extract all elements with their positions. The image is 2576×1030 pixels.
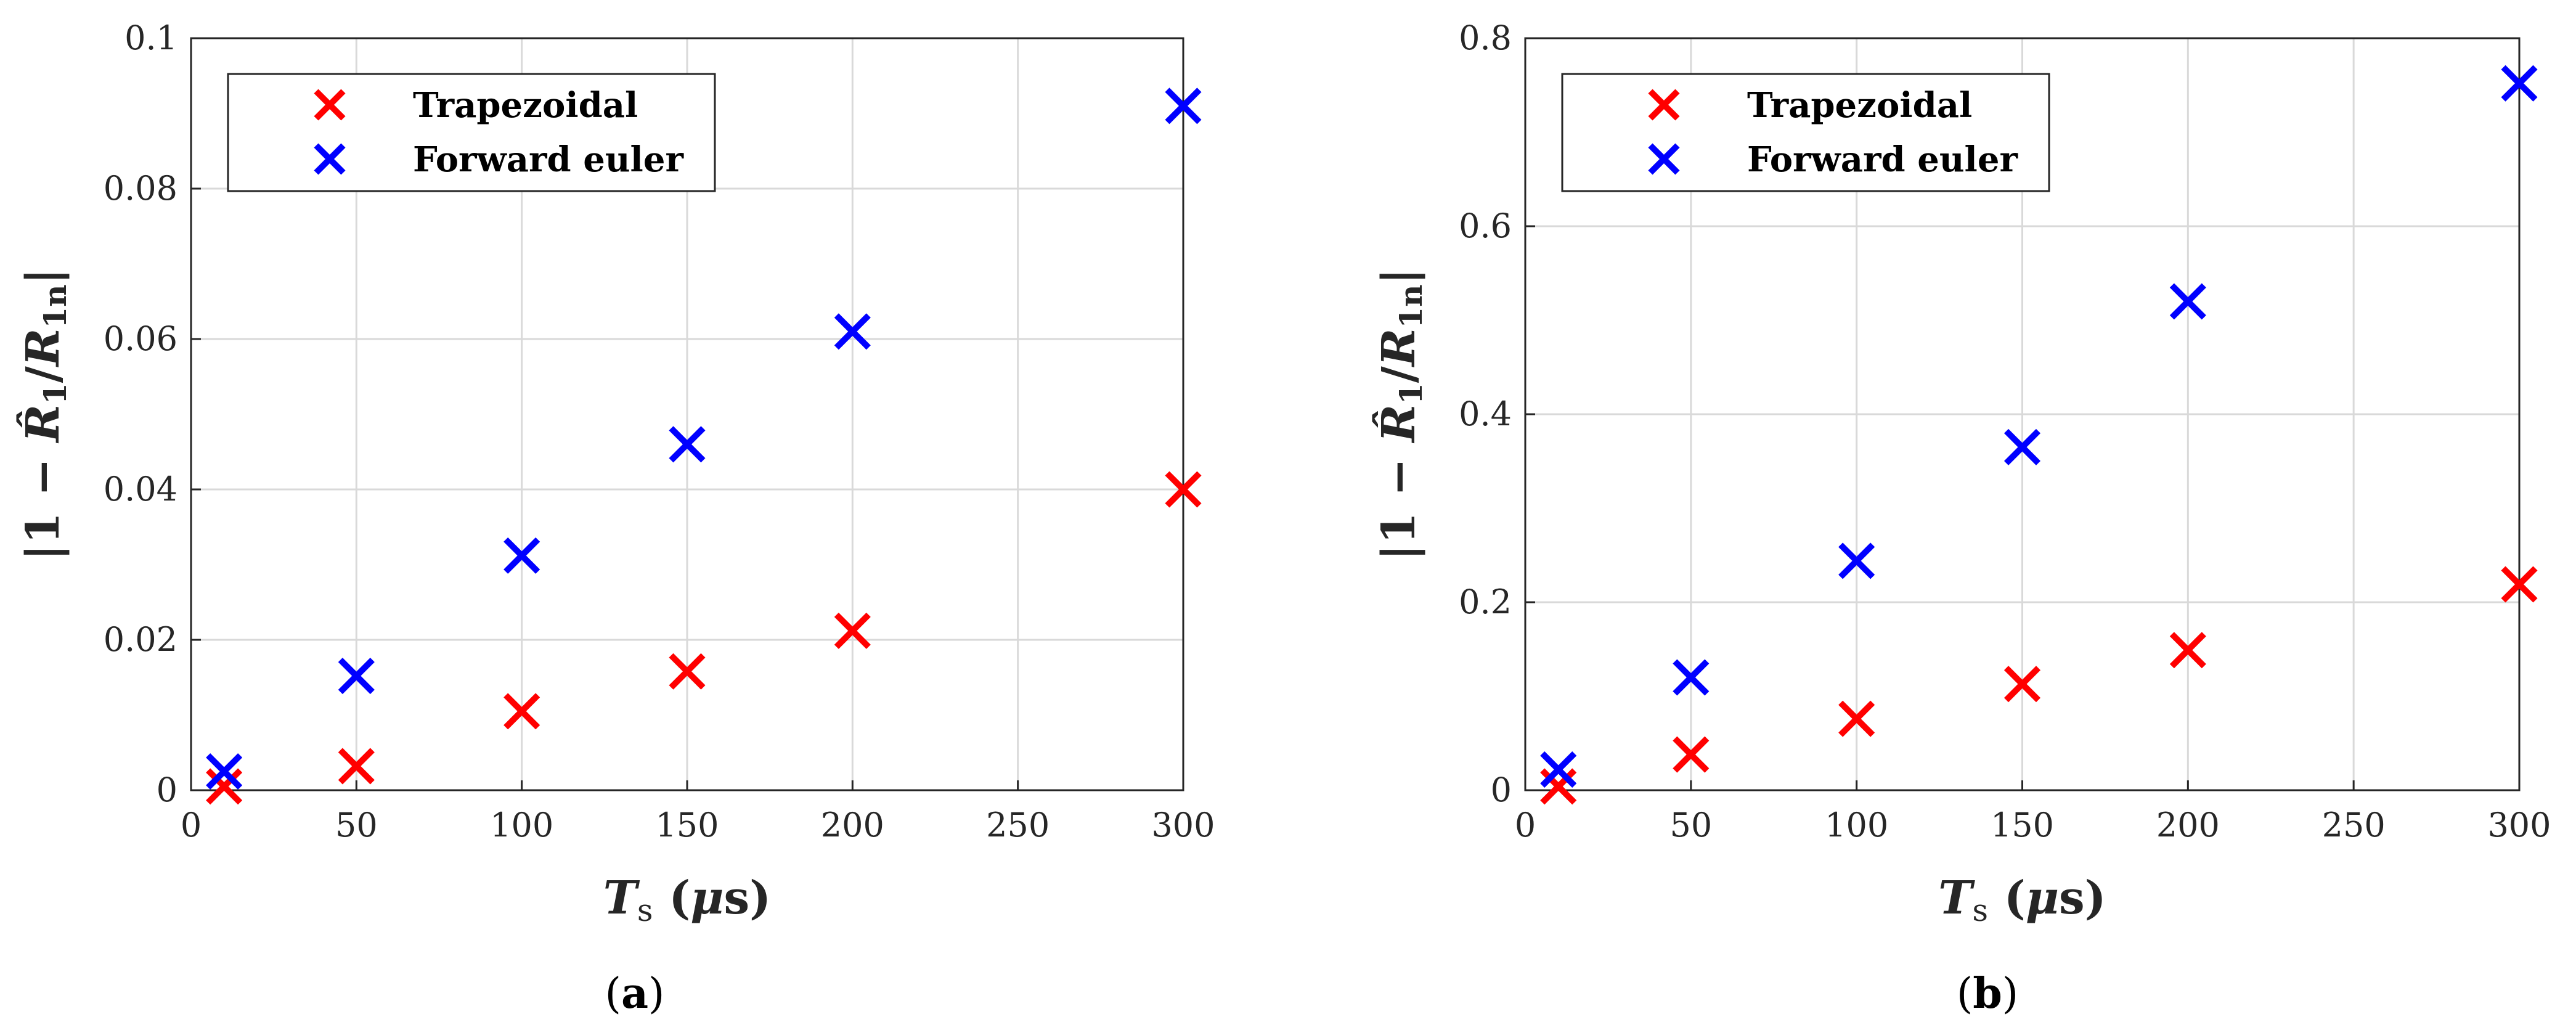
forward-euler-point (1165, 88, 1202, 125)
forward-euler-point (503, 537, 540, 574)
plot-area-frame (190, 37, 1184, 791)
x-tick-label: 100 (1825, 806, 1888, 844)
x-tick-label: 150 (1991, 806, 2054, 844)
y-tick-label: 0.04 (104, 470, 177, 509)
x-tick-label: 300 (1151, 806, 1215, 844)
forward-euler-point (1673, 659, 1710, 696)
trapezoidal-point (2003, 666, 2041, 703)
legend-entry: Trapezoidal (413, 85, 638, 126)
trapezoidal-point (1165, 471, 1202, 508)
trapezoidal-point (1540, 768, 1577, 805)
legend-box (227, 73, 716, 192)
forward-euler-point (1540, 751, 1577, 788)
trapezoidal-point (1838, 700, 1875, 737)
forward-euler-point (2501, 65, 2538, 102)
x-axis-label: Ts (μs) (603, 872, 771, 928)
x-tick-label: 100 (490, 806, 553, 844)
legend-marker (314, 89, 346, 121)
y-tick-label: 0.4 (1459, 394, 1512, 433)
forward-euler-point (206, 753, 243, 790)
legend-box (1561, 73, 2050, 192)
x-tick-label: 200 (821, 806, 884, 844)
y-tick-label: 0.8 (1459, 18, 1512, 57)
y-tick-label: 0.08 (104, 169, 177, 208)
y-tick-label: 0 (1491, 770, 1512, 809)
chart-panel-b: 0 50 100 150 200 250 300 0 0.2 0.4 0.6 0.8 Ts (μs) |1… (1372, 18, 2551, 1018)
chart-panel-a: 0 50 100 150 200 250 300 0 0.02 0.04 0.06 0.08 0.1 Ts… (16, 18, 1215, 1018)
trapezoidal-point (1673, 736, 1710, 773)
y-axis-label: |1 − R̂1/R1n| (16, 268, 73, 561)
legend-entry: Trapezoidal (1747, 85, 1972, 126)
y-tick-label: 0 (157, 770, 177, 809)
legend-entry: Forward euler (413, 139, 684, 180)
x-tick-label: 200 (2156, 806, 2220, 844)
trapezoidal-point (2169, 632, 2206, 669)
x-tick-label: 50 (1669, 806, 1712, 844)
forward-euler-point (669, 426, 706, 463)
x-tick-label: 250 (986, 806, 1050, 844)
x-tick-label: 150 (655, 806, 719, 844)
trapezoidal-point (669, 653, 706, 690)
y-tick-label: 0.2 (1459, 582, 1512, 621)
panel-label: (a) (605, 969, 664, 1018)
legend: Trapezoidal Forward euler (227, 73, 716, 192)
legend-marker (1648, 143, 1680, 175)
panel-label: (b) (1957, 969, 2019, 1018)
forward-euler-point (2169, 283, 2206, 320)
y-tick-label: 0.6 (1459, 206, 1512, 245)
legend-marker (1648, 89, 1680, 121)
trapezoidal-point (338, 748, 375, 785)
forward-euler-point (1838, 542, 1875, 579)
y-tick-label: 0.02 (104, 620, 177, 659)
legend-entry: Forward euler (1747, 139, 2018, 180)
forward-euler-point (2003, 428, 2041, 465)
x-tick-label: 50 (335, 806, 378, 844)
y-tick-label: 0.06 (104, 319, 177, 358)
x-tick-label: 300 (2487, 806, 2551, 844)
plot-area-frame (1524, 37, 2521, 791)
legend-marker (314, 143, 346, 175)
trapezoidal-point (206, 768, 243, 805)
legend: Trapezoidal Forward euler (1561, 73, 2050, 192)
forward-euler-point (338, 658, 375, 695)
forward-euler-point (834, 313, 871, 350)
y-tick-label: 0.1 (124, 18, 177, 57)
y-axis-label: |1 − R̂1/R1n| (1372, 268, 1429, 561)
trapezoidal-point (2501, 566, 2538, 603)
trapezoidal-point (834, 612, 871, 649)
x-axis-label: Ts (μs) (1938, 872, 2106, 928)
x-tick-label: 0 (181, 806, 202, 844)
trapezoidal-point (503, 693, 540, 730)
x-tick-label: 0 (1515, 806, 1536, 844)
x-tick-label: 250 (2322, 806, 2386, 844)
